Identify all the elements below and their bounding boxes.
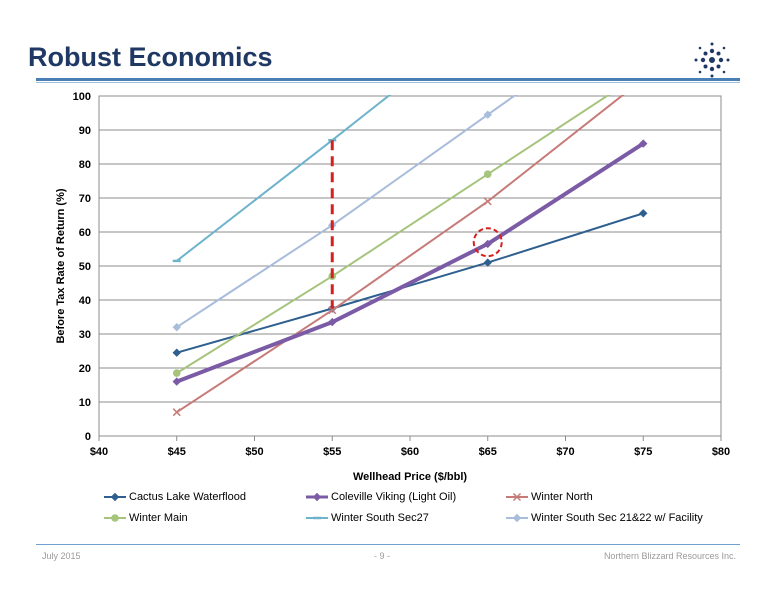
x-tick-label: $65 xyxy=(479,446,497,458)
data-point xyxy=(172,377,181,386)
data-point xyxy=(512,492,522,502)
y-tick-label: 60 xyxy=(79,227,91,239)
series-line xyxy=(176,212,644,354)
legend-item: Coleville Viking (Light Oil) xyxy=(306,488,456,506)
series-coleville-viking-light-oil- xyxy=(172,139,648,386)
legend-label: Winter South Sec 21&22 w/ Facility xyxy=(531,512,703,524)
x-tick-label: $55 xyxy=(323,446,341,458)
x-tick-label: $75 xyxy=(634,446,652,458)
data-point xyxy=(172,408,181,417)
legend-label: Winter North xyxy=(531,491,593,503)
data-point xyxy=(512,513,522,523)
legend-label: Winter South Sec27 xyxy=(331,512,429,524)
company-name: Northern Blizzard Resources Inc. xyxy=(603,551,736,561)
data-point xyxy=(483,170,492,178)
legend-item: Winter North xyxy=(506,488,593,506)
title-underline-thin xyxy=(36,82,740,83)
x-tick-label: $50 xyxy=(245,446,263,458)
data-point xyxy=(483,197,492,206)
data-point xyxy=(172,348,181,357)
x-tick-label: $70 xyxy=(556,446,574,458)
data-point xyxy=(483,239,492,249)
data-point xyxy=(639,139,648,148)
legend-item: Winter Main xyxy=(104,509,188,527)
data-point xyxy=(639,209,648,218)
legend-item: Winter South Sec 21&22 w/ Facility xyxy=(506,509,703,527)
series-line xyxy=(176,95,518,329)
x-axis-label: Wellhead Price ($/bbl) xyxy=(353,471,467,483)
legend-label: Winter Main xyxy=(129,512,188,524)
x-tick-label: $40 xyxy=(90,446,108,458)
series-line xyxy=(176,141,645,384)
x-tick-label: $45 xyxy=(168,446,186,458)
legend-swatch xyxy=(506,492,528,502)
y-tick-label: 50 xyxy=(79,261,91,273)
data-point xyxy=(110,492,120,502)
y-tick-label: 70 xyxy=(79,193,91,205)
snowflake-logo-icon xyxy=(694,42,730,78)
series-winter-north xyxy=(172,95,625,417)
slide-title: Robust Economics xyxy=(28,42,273,72)
series-winter-main xyxy=(172,95,611,377)
series-line xyxy=(176,95,625,414)
data-point xyxy=(328,306,337,315)
legend-swatch xyxy=(104,514,126,522)
series-line xyxy=(176,95,611,374)
x-tick-label: $60 xyxy=(401,446,419,458)
footer-date: July 2015 xyxy=(42,551,81,561)
y-tick-label: 10 xyxy=(79,397,91,409)
legend-swatch xyxy=(306,492,328,502)
footer-rule xyxy=(36,544,740,545)
data-point xyxy=(312,492,322,502)
y-tick-label: 100 xyxy=(73,91,91,103)
y-axis-label: Before Tax Rate of Return (%) xyxy=(55,188,67,343)
data-point xyxy=(483,258,492,267)
title-underline xyxy=(36,78,740,81)
legend-item: Cactus Lake Waterflood xyxy=(104,488,246,506)
x-tick-label: $80 xyxy=(712,446,730,458)
data-point xyxy=(172,369,181,377)
data-point xyxy=(328,317,337,327)
page-number: - 9 - xyxy=(374,551,391,561)
y-tick-label: 90 xyxy=(79,125,91,137)
y-tick-label: 80 xyxy=(79,159,91,171)
legend-label: Coleville Viking (Light Oil) xyxy=(331,491,457,503)
legend-swatch xyxy=(506,513,528,523)
legend-label: Cactus Lake Waterflood xyxy=(129,491,246,503)
legend-item: Winter South Sec27 xyxy=(306,509,429,527)
data-point xyxy=(111,514,119,522)
y-tick-label: 40 xyxy=(79,295,91,307)
annotation-dashed-circle xyxy=(472,227,503,258)
y-tick-label: 20 xyxy=(79,363,91,375)
y-tick-label: 30 xyxy=(79,329,91,341)
data-point xyxy=(483,110,492,119)
y-tick-label: 0 xyxy=(85,431,91,443)
legend-swatch xyxy=(104,492,126,502)
data-point xyxy=(172,323,181,332)
legend-swatch xyxy=(306,516,328,520)
